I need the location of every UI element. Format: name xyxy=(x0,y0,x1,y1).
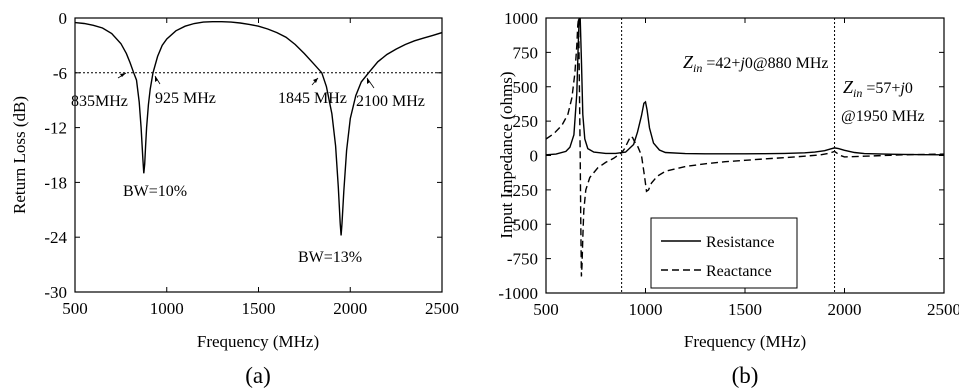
y-tick-label-b: 500 xyxy=(513,78,539,97)
arrowhead-1845mhz xyxy=(313,78,318,83)
annotation-bw-10: BW=10% xyxy=(123,183,187,200)
x-tick-label-a: 500 xyxy=(62,299,88,318)
y-tick-label-b: -250 xyxy=(507,181,538,200)
arrowhead-835mhz xyxy=(120,73,126,77)
x-tick-label-a: 2500 xyxy=(425,299,459,318)
legend-label-reactance: Reactance xyxy=(706,263,772,280)
chart-b: 500 1000 1500 2000 250010007505002500-250-50… xyxy=(497,9,959,388)
annotation-2100mhz: 2100 MHz xyxy=(356,93,425,110)
y-tick-label-a: 0 xyxy=(59,9,68,28)
plot-frame-a xyxy=(74,17,443,293)
y-tick-label-b: 250 xyxy=(513,112,539,131)
y-tick-label-a: -18 xyxy=(44,173,67,192)
y-tick-label-b: 1000 xyxy=(504,9,538,28)
annotation-925mhz: 925 MHz xyxy=(155,90,216,107)
x-axis-label-a: Frequency (MHz) xyxy=(197,332,319,351)
y-axis-label-a: Return Loss (dB) xyxy=(10,96,29,214)
y-tick-label-b: -750 xyxy=(507,250,538,269)
annotation-zin-1950: Zin =57+j0 xyxy=(843,77,913,100)
y-tick-label-a: -30 xyxy=(44,283,67,302)
y-tick-label-a: -6 xyxy=(53,64,67,83)
resistance-line xyxy=(546,18,944,156)
x-axis-label-b: Frequency (MHz) xyxy=(684,332,806,351)
x-tick-label-b: 2500 xyxy=(927,300,959,319)
arrowhead-925mhz xyxy=(155,76,158,82)
x-tick-label-b: 2000 xyxy=(828,300,862,319)
y-axis-label-b: Input Impedance (ohms) xyxy=(497,71,516,238)
y-tick-label-b: 0 xyxy=(530,147,539,166)
y-tick-label-a: -24 xyxy=(44,228,67,247)
x-tick-label-a: 2000 xyxy=(333,299,367,318)
x-tick-label-b: 500 xyxy=(533,300,559,319)
return-loss-line xyxy=(75,21,442,236)
arrowhead-2100mhz xyxy=(367,78,370,84)
legend-label-resistance: Resistance xyxy=(706,234,774,251)
panel-label-a: (a) xyxy=(245,363,271,388)
panel-label-b: (b) xyxy=(732,363,759,388)
reactance-line xyxy=(546,18,944,277)
y-tick-label-a: -12 xyxy=(44,119,67,138)
y-tick-label-b: -500 xyxy=(507,215,538,234)
y-tick-label-b: -1000 xyxy=(498,284,538,303)
x-tick-label-b: 1500 xyxy=(728,300,762,319)
annotation-zin-880: Zin =42+j0@880 MHz xyxy=(683,52,828,75)
chart-a: 500 1000 1500 2000 2500 0 -6 -12 -18 -24 -30 Frequ… xyxy=(10,9,459,388)
legend-box xyxy=(650,217,798,289)
legend: Resistance Reactance xyxy=(650,217,798,289)
annotation-1845mhz: 1845 MHz xyxy=(278,90,347,107)
x-tick-label-a: 1500 xyxy=(242,299,276,318)
y-tick-label-b: 750 xyxy=(513,43,539,62)
x-tick-label-b: 1000 xyxy=(629,300,663,319)
annotation-835mhz: 835MHz xyxy=(71,93,128,110)
annotation-zin-1950-line2: @1950 MHz xyxy=(841,108,925,125)
annotation-bw-13: BW=13% xyxy=(298,249,362,266)
x-tick-label-a: 1000 xyxy=(150,299,184,318)
